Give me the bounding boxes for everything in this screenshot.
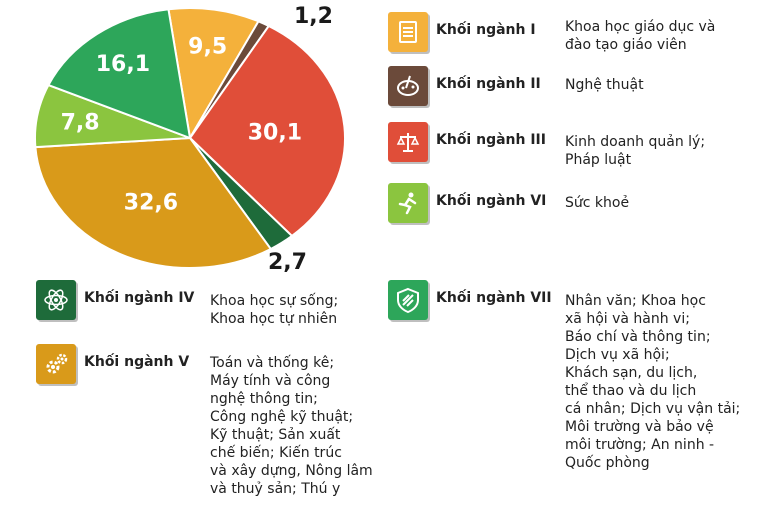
legend-desc-khoi-nganh-iv: Khoa học sự sống; Khoa học tự nhiên [210, 293, 339, 327]
legend-name: Khối ngành VI [436, 193, 547, 209]
legend-desc-khoi-nganh-vii: Nhân văn; Khoa học xã hội và hành vi; Bá… [565, 293, 741, 471]
legend-name: Khối ngành II [436, 76, 541, 92]
slice-label: 30,1 [248, 120, 302, 145]
pie-slice-30-1 [188, 24, 346, 238]
legend-desc-khoi-nganh-vi: Sức khoẻ [565, 195, 630, 211]
gears-icon [36, 344, 76, 384]
legend-desc-khoi-nganh-iii: Kinh doanh quản lý; Pháp luật [565, 134, 706, 168]
document-list-icon [388, 12, 428, 52]
atom-icon [36, 280, 76, 320]
legend-name: Khối ngành IV [84, 290, 195, 306]
slice-label-outside-1-2: 1,2 [294, 4, 333, 29]
shield-icon [388, 280, 428, 320]
legend-item-khoi-nganh-vii: Khối ngành VII [388, 280, 552, 320]
legend-name: Khối ngành V [84, 354, 190, 370]
slice-label: 9,5 [188, 35, 227, 60]
art-palette-icon [388, 66, 428, 106]
legend-name: Khối ngành I [436, 22, 536, 38]
legend-desc-khoi-nganh-v: Toán và thống kê; Máy tính và công nghệ … [210, 355, 373, 497]
slice-label: 7,8 [61, 111, 100, 136]
scales-money-icon [388, 122, 428, 162]
legend-item-khoi-nganh-i: Khối ngành I [388, 12, 536, 52]
legend-item-khoi-nganh-vi: Khối ngành VI [388, 183, 546, 223]
runner-icon [388, 183, 428, 223]
legend-desc-khoi-nganh-ii: Nghệ thuật [565, 77, 644, 93]
slice-label-outside-2-7: 2,7 [268, 250, 307, 275]
pie-slice-9-5 [167, 7, 260, 141]
legend-name: Khối ngành VII [436, 290, 552, 306]
slice-label: 32,6 [124, 191, 178, 216]
pie-slice-32-6 [34, 136, 273, 269]
slice-label: 16,1 [96, 52, 150, 77]
legend-item-khoi-nganh-iv: Khối ngành IV [36, 280, 194, 320]
legend-item-khoi-nganh-iii: Khối ngành III [388, 122, 546, 162]
legend-name: Khối ngành III [436, 132, 546, 148]
pie-slice-16-1 [47, 8, 192, 140]
legend-item-khoi-nganh-v: Khối ngành V [36, 344, 189, 384]
legend-item-khoi-nganh-ii: Khối ngành II [388, 66, 541, 106]
legend-desc-khoi-nganh-i: Khoa học giáo dục và đào tạo giáo viên [565, 19, 716, 53]
pie-chart: 9,5 30,1 32,6 7,8 16,1 [34, 7, 346, 269]
